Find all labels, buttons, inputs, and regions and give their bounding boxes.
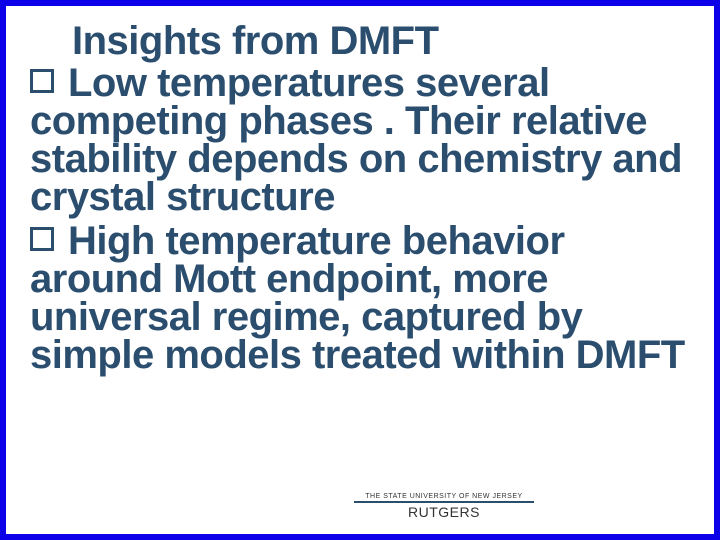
footer-university-line: THE STATE UNIVERSITY OF NEW JERSEY xyxy=(354,493,534,500)
slide-frame: Insights from DMFT Low temperatures seve… xyxy=(0,0,720,540)
bullet-item-2: High temperature behavior around Mott en… xyxy=(30,222,690,374)
footer-rutgers: RUTGERS xyxy=(354,504,534,520)
bullet-text-1: Low temperatures several competing phase… xyxy=(30,61,682,219)
bullet-item-1: Low temperatures several competing phase… xyxy=(30,64,690,216)
checkbox-bullet-icon xyxy=(30,227,54,251)
bullet-text-2: High temperature behavior around Mott en… xyxy=(30,219,685,377)
checkbox-bullet-icon xyxy=(30,69,54,93)
slide-title: Insights from DMFT xyxy=(30,20,690,62)
footer-divider xyxy=(354,501,534,503)
footer-logo: THE STATE UNIVERSITY OF NEW JERSEY RUTGE… xyxy=(354,493,534,520)
